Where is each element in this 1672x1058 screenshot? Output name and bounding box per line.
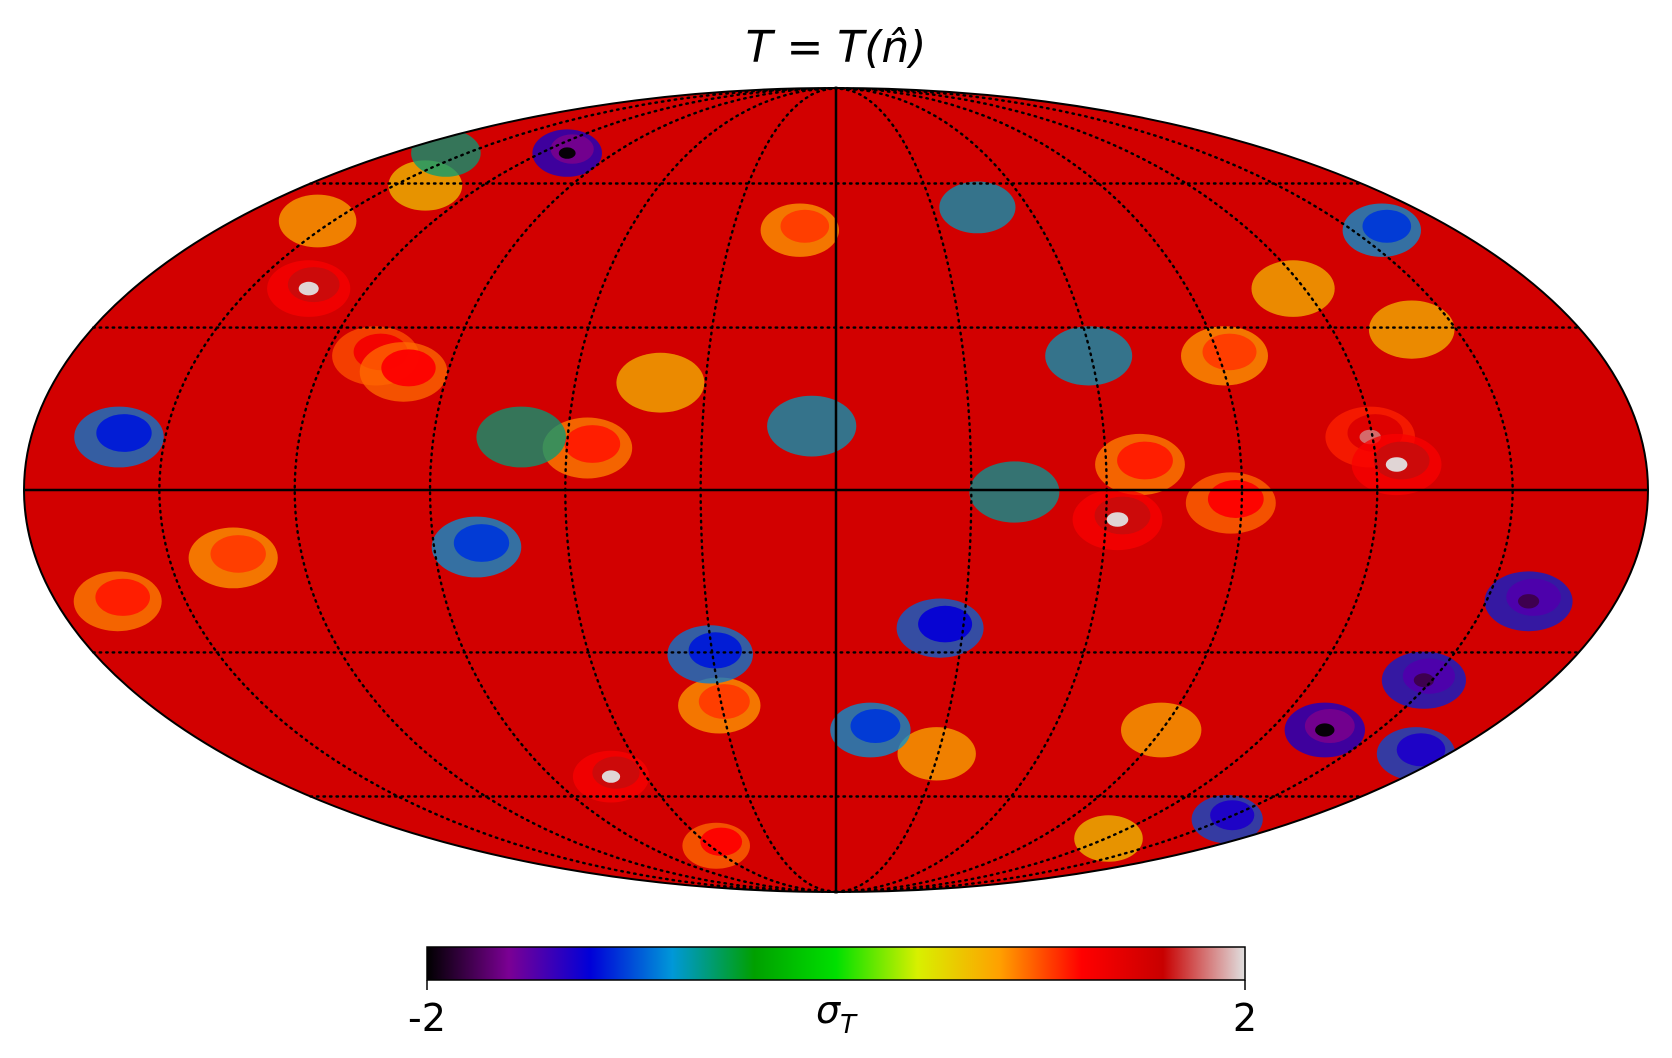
- hot-spot: [897, 727, 976, 781]
- cold-spot: [969, 461, 1060, 523]
- cold-spot: [939, 181, 1016, 234]
- hot-spot-contour: [616, 352, 705, 413]
- cold-spot-contour: [969, 461, 1060, 523]
- hot-spot: [359, 342, 448, 402]
- cold-spot: [74, 406, 164, 468]
- hot-spot-contour: [278, 194, 357, 248]
- hot-spot: [267, 260, 351, 317]
- hot-spot-contour: [1207, 480, 1264, 518]
- cold-spot-contour: [918, 605, 973, 643]
- hot-spot: [188, 527, 278, 589]
- hot-spot-contour: [1202, 333, 1257, 371]
- cold-spot-contour: [558, 147, 576, 159]
- cold-spot-contour: [1210, 800, 1255, 831]
- hot-spot: [278, 194, 357, 248]
- colorbar-min-label: -2: [408, 996, 446, 1040]
- hot-spot: [1181, 326, 1268, 386]
- cold-spot-contour: [1518, 594, 1540, 609]
- graticule-meridian: [158, 86, 838, 894]
- hot-spot: [1095, 433, 1185, 496]
- hot-spot: [678, 677, 761, 734]
- hot-spot-contour: [564, 425, 621, 463]
- cold-spot: [1381, 651, 1466, 709]
- hot-spot-contour: [381, 349, 436, 387]
- hot-spot: [1251, 260, 1335, 317]
- cold-spot: [1342, 203, 1422, 257]
- hot-spot: [1185, 472, 1276, 534]
- cold-spot: [532, 129, 602, 177]
- hot-spot-contour: [897, 727, 976, 781]
- hot-spot-contour: [1117, 441, 1173, 480]
- cold-spot-contour: [850, 709, 901, 743]
- cold-spot-contour: [939, 181, 1016, 234]
- cold-spot-contour: [1413, 673, 1434, 688]
- hot-spot-contour: [1251, 260, 1335, 317]
- hot-spot: [616, 352, 705, 413]
- cold-spot-contour: [1396, 733, 1446, 767]
- cold-spot-contour: [1362, 209, 1412, 243]
- hot-spot: [1368, 300, 1455, 359]
- colorbar: -2 2 σT: [408, 946, 1257, 1040]
- cold-spot: [431, 516, 522, 578]
- hot-spot-contour: [1106, 512, 1129, 527]
- hot-spot: [760, 203, 839, 257]
- cold-spot-contour: [767, 395, 857, 457]
- colorbar-unit-subscript: T: [840, 1010, 858, 1040]
- cold-spot: [896, 598, 984, 658]
- cold-spot: [767, 395, 857, 457]
- hot-spot: [572, 750, 650, 803]
- colorbar-max-label: 2: [1233, 996, 1257, 1040]
- cold-spot-contour: [1315, 723, 1335, 737]
- hot-spot-contour: [210, 535, 266, 573]
- chart-title: T = T(n̂): [746, 22, 927, 73]
- colorbar-unit-label: σT: [816, 988, 858, 1040]
- cold-spot: [476, 406, 566, 468]
- cold-spot: [667, 625, 753, 684]
- temperature-spots: [73, 129, 1573, 869]
- colorbar-unit-symbol: σ: [816, 988, 842, 1032]
- hot-spot-contour: [700, 827, 743, 856]
- cold-spot: [1484, 571, 1573, 632]
- hot-spot: [73, 571, 162, 632]
- cold-spot: [1191, 795, 1263, 844]
- cold-spot-contour: [1045, 326, 1133, 386]
- graticule-meridian: [428, 86, 838, 894]
- hot-spot-contour: [298, 281, 319, 296]
- hot-spot: [1072, 488, 1163, 551]
- cold-spot: [1045, 326, 1133, 386]
- cold-spot: [1284, 702, 1366, 758]
- hot-spot: [1351, 433, 1442, 496]
- cold-spot: [1376, 727, 1456, 781]
- hot-spot-contour: [698, 684, 750, 719]
- colorbar-gradient-bar: [426, 946, 1246, 981]
- hot-spot-contour: [1385, 457, 1408, 472]
- hot-spot: [682, 822, 750, 869]
- cold-spot-contour: [96, 414, 152, 452]
- hot-spot-contour: [95, 578, 150, 616]
- hot-spot-contour: [1368, 300, 1455, 359]
- hot-spot-contour: [601, 770, 621, 783]
- cold-spot-contour: [453, 524, 510, 562]
- cold-spot: [830, 702, 911, 758]
- cold-spot-contour: [688, 632, 742, 669]
- hot-spot-contour: [780, 209, 830, 243]
- cold-spot-contour: [476, 406, 566, 468]
